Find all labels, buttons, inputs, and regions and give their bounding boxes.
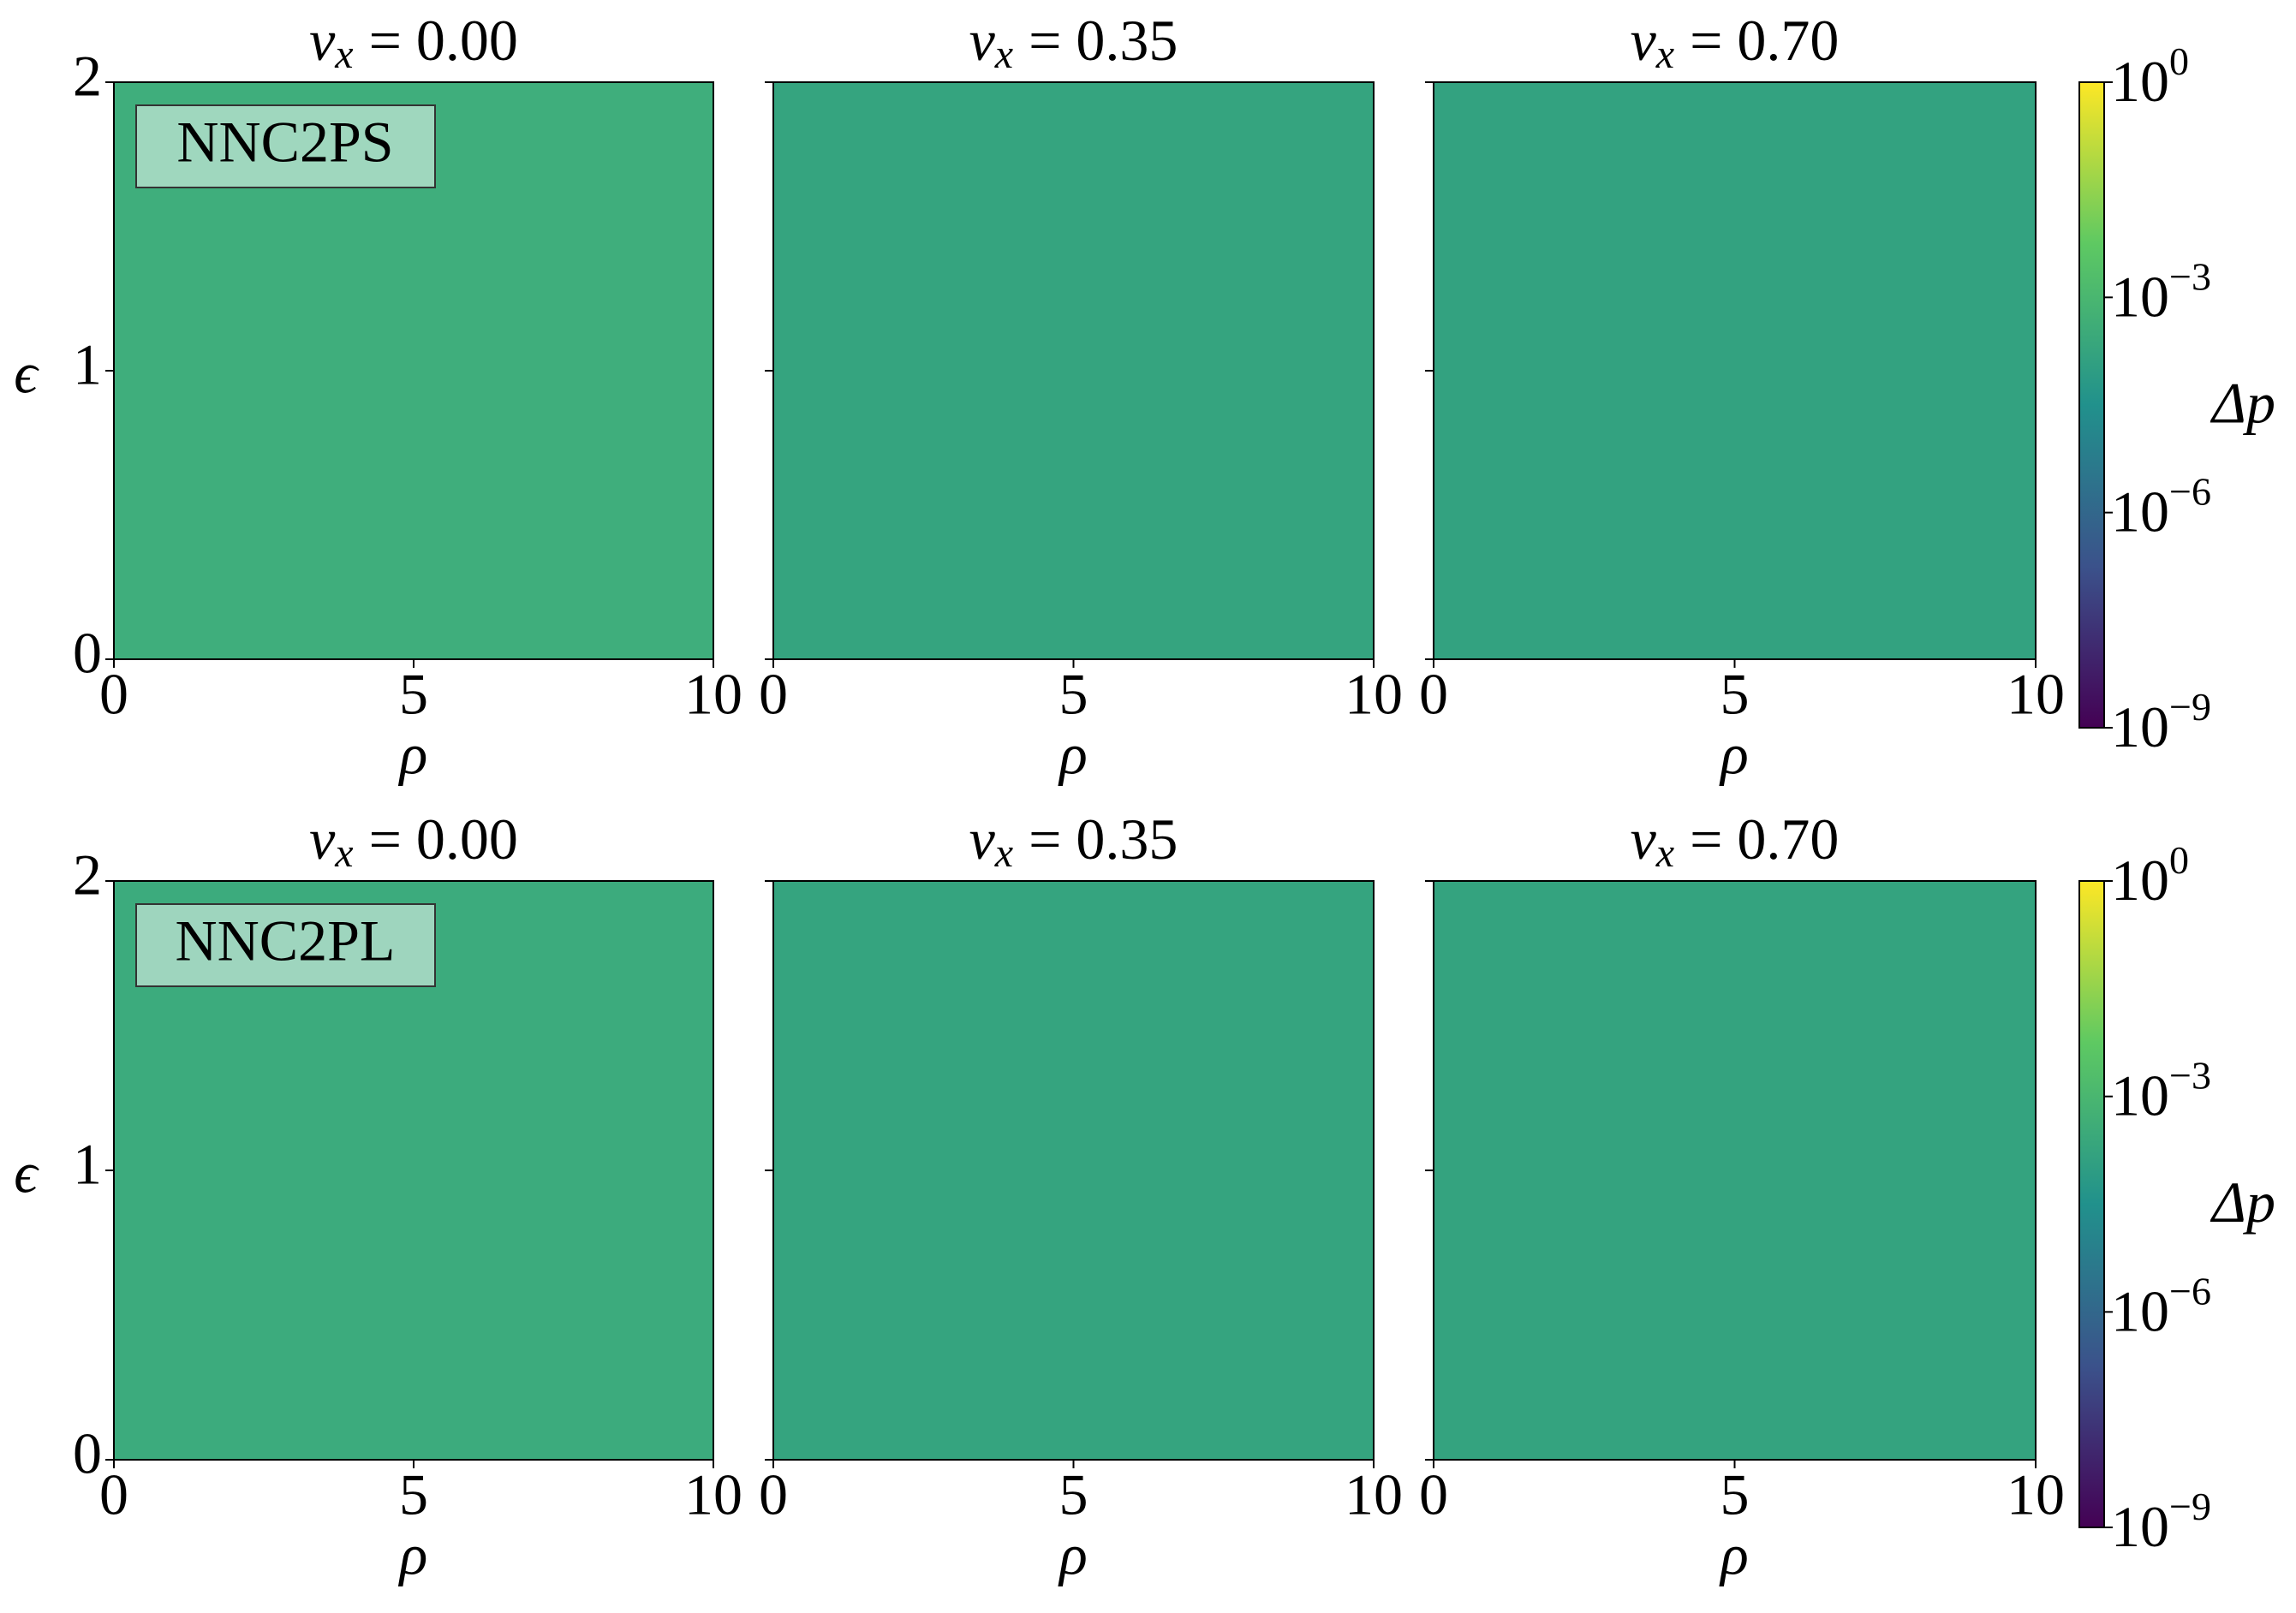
- title-subscript: x: [994, 830, 1013, 876]
- x-tick-label: 0: [759, 662, 788, 727]
- x-tick-label: 0: [99, 662, 128, 727]
- title-variable: v: [1631, 806, 1657, 872]
- title-variable: v: [969, 8, 996, 73]
- annotation-box: [135, 903, 436, 987]
- tick-base: 10: [2111, 1062, 2169, 1128]
- title-variable: v: [309, 8, 336, 73]
- title-value: = 0.70: [1690, 806, 1839, 872]
- title-value: = 0.00: [369, 806, 518, 872]
- title-value: = 0.35: [1029, 806, 1178, 872]
- title-subscript: x: [1655, 830, 1674, 876]
- colorbar-tick-label: 10−9: [2111, 685, 2211, 759]
- colorbar-tick-label: 10−9: [2111, 1485, 2211, 1559]
- tick-base: 10: [2111, 694, 2169, 759]
- x-tick-label: 5: [1059, 662, 1088, 727]
- title-subscript: x: [994, 32, 1013, 77]
- panel-title: vx = 0.35: [969, 806, 1178, 876]
- tick-exponent: −9: [2169, 1485, 2211, 1528]
- title-variable: v: [309, 806, 336, 872]
- x-tick-label: 0: [99, 1462, 128, 1527]
- annotation: NNC2PS: [176, 110, 393, 175]
- y-tick-label: 0: [73, 1421, 102, 1486]
- tick-exponent: −6: [2169, 1269, 2211, 1312]
- y-tick-label: 1: [73, 332, 102, 397]
- x-axis-label: ρ: [398, 1522, 428, 1587]
- colorbar: [2078, 81, 2105, 729]
- tick-base: 10: [2111, 49, 2169, 114]
- tick-base: 10: [2111, 479, 2169, 544]
- x-tick-label: 0: [759, 1462, 788, 1527]
- y-tick-label: 2: [73, 842, 102, 908]
- x-axis-label: ρ: [1719, 722, 1749, 787]
- title-variable: v: [1631, 8, 1657, 73]
- x-axis-label: ρ: [1719, 1522, 1749, 1587]
- tick-exponent: 0: [2169, 838, 2189, 882]
- colorbar-label: Δp: [2210, 371, 2275, 436]
- heatmap-field: [772, 880, 1375, 1461]
- title-subscript: x: [334, 32, 353, 77]
- panel-title: vx = 0.70: [1631, 806, 1840, 876]
- tick-exponent: −3: [2169, 254, 2211, 298]
- y-tick-label: 0: [73, 621, 102, 686]
- title-value: = 0.70: [1690, 8, 1839, 73]
- tick-exponent: −9: [2169, 685, 2211, 729]
- x-tick-label: 5: [399, 1462, 428, 1527]
- y-axis-label: ϵ: [14, 1140, 39, 1205]
- title-value: = 0.00: [369, 8, 518, 73]
- colorbar-label: Δp: [2210, 1170, 2275, 1235]
- x-tick-label: 0: [1419, 662, 1448, 727]
- y-tick-label: 2: [73, 44, 102, 109]
- x-axis-label: ρ: [1058, 1522, 1088, 1587]
- panel-title: vx = 0.00: [309, 806, 518, 876]
- heatmap-field: [1433, 880, 2037, 1461]
- x-axis-label: ρ: [1058, 722, 1088, 787]
- x-tick-label: 10: [684, 662, 742, 727]
- panel-title: vx = 0.00: [309, 8, 518, 77]
- tick-exponent: −6: [2169, 469, 2211, 513]
- annotation-box: [135, 104, 436, 188]
- title-variable: v: [969, 806, 996, 872]
- x-tick-label: 5: [399, 662, 428, 727]
- colorbar: [2078, 880, 2105, 1528]
- colorbar-tick-label: 10−3: [2111, 254, 2211, 329]
- x-axis-label: ρ: [398, 722, 428, 787]
- tick-base: 10: [2111, 264, 2169, 329]
- x-tick-label: 10: [684, 1462, 742, 1527]
- colorbar-tick-label: 100: [2111, 39, 2189, 114]
- tick-exponent: −3: [2169, 1053, 2211, 1097]
- y-axis-label: ϵ: [14, 341, 39, 406]
- x-tick-label: 0: [1419, 1462, 1448, 1527]
- title-subscript: x: [334, 830, 353, 876]
- tick-base: 10: [2111, 1494, 2169, 1559]
- colorbar-tick-label: 10−3: [2111, 1053, 2211, 1128]
- x-tick-label: 5: [1059, 1462, 1088, 1527]
- y-tick-label: 1: [73, 1132, 102, 1197]
- heatmap-field: [1433, 81, 2037, 660]
- panel-title: vx = 0.35: [969, 8, 1178, 77]
- x-tick-label: 5: [1721, 1462, 1750, 1527]
- x-tick-label: 5: [1721, 662, 1750, 727]
- x-tick-label: 10: [1345, 662, 1403, 727]
- tick-exponent: 0: [2169, 39, 2189, 83]
- x-tick-label: 10: [2007, 662, 2065, 727]
- colorbar-tick-label: 100: [2111, 838, 2189, 913]
- tick-base: 10: [2111, 848, 2169, 913]
- panel-title: vx = 0.70: [1631, 8, 1840, 77]
- tick-base: 10: [2111, 1278, 2169, 1343]
- title-subscript: x: [1655, 32, 1674, 77]
- heatmap-field: [772, 81, 1375, 660]
- x-tick-label: 10: [2007, 1462, 2065, 1527]
- colorbar-tick-label: 10−6: [2111, 469, 2211, 544]
- x-tick-label: 10: [1345, 1462, 1403, 1527]
- title-value: = 0.35: [1029, 8, 1178, 73]
- colorbar-tick-label: 10−6: [2111, 1269, 2211, 1343]
- annotation: NNC2PL: [176, 908, 396, 973]
